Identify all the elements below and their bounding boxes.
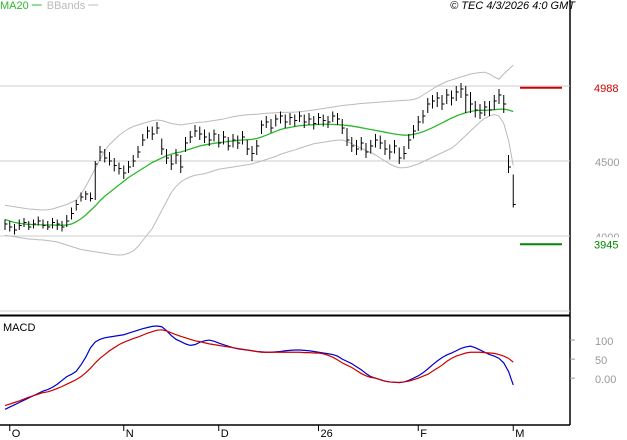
bband-lower xyxy=(4,113,514,256)
legend-label: BBands xyxy=(47,0,86,12)
y-tick-label: 0.00 xyxy=(595,374,616,386)
ma-line xyxy=(4,108,514,226)
y-tick-label: 100 xyxy=(595,336,613,348)
level-label-bg xyxy=(590,237,622,251)
source: © TEC 4/3/2026 4:0 GMT xyxy=(450,0,576,12)
macd-line xyxy=(4,329,514,407)
x-tick-label: M xyxy=(515,428,524,440)
y-tick-label: 4500 xyxy=(595,157,619,169)
macd-title: MACD xyxy=(3,322,35,334)
macd-line xyxy=(4,325,514,410)
x-tick-label: F xyxy=(420,428,427,440)
level-label-bg xyxy=(590,80,622,94)
bband-upper xyxy=(4,64,514,211)
x-tick-label: D xyxy=(221,428,229,440)
x-tick-label: O xyxy=(12,428,21,440)
y-tick-label: 50 xyxy=(595,355,607,367)
legend-label: MA20 xyxy=(0,0,29,12)
level-label: 4988 xyxy=(594,83,618,95)
level-label: 3945 xyxy=(594,239,618,251)
x-tick-label: 26 xyxy=(321,428,333,440)
x-tick-label: N xyxy=(126,428,134,440)
